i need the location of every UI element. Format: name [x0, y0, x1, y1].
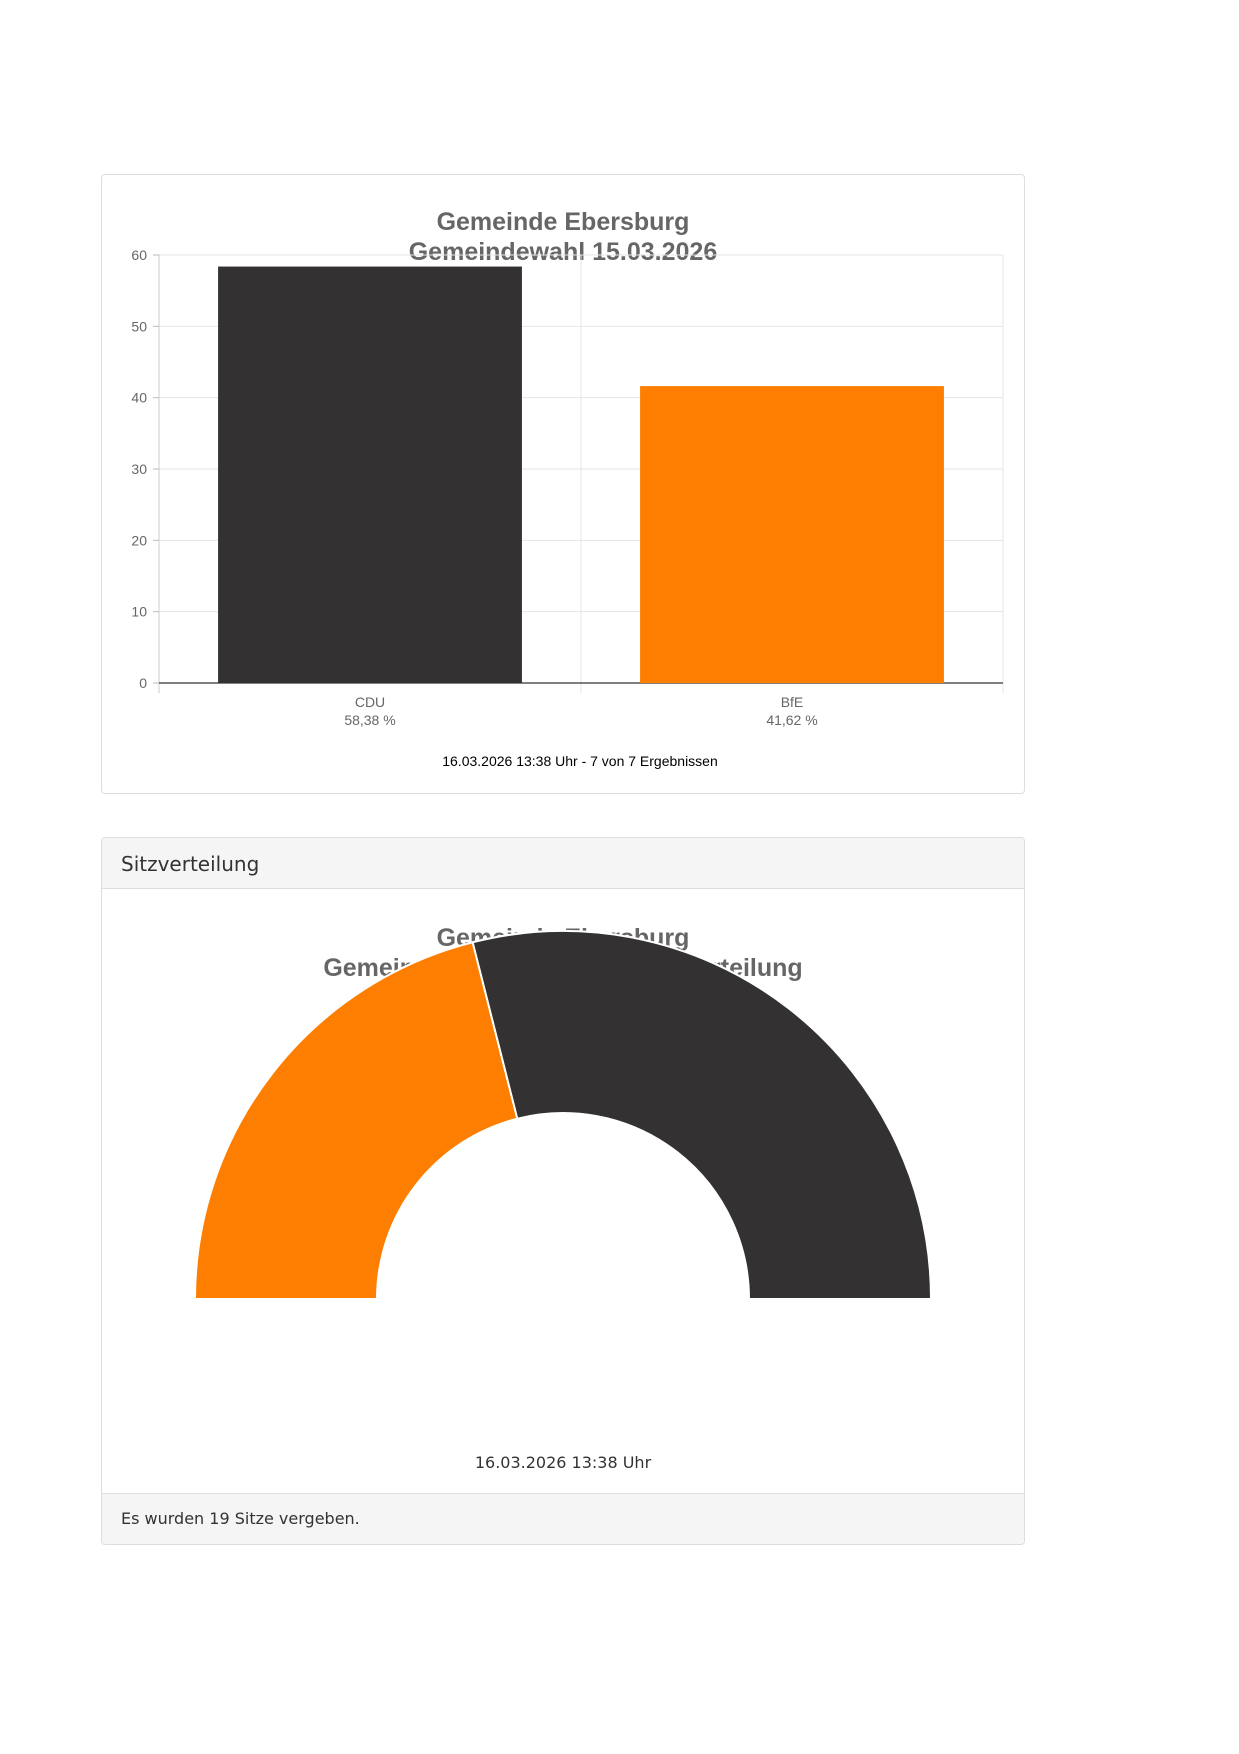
y-tick-label: 10	[131, 604, 147, 620]
x-value-label: 41,62 %	[766, 712, 817, 728]
bar-chart-title-line1: Gemeinde Ebersburg	[437, 208, 690, 236]
x-category-label: CDU	[355, 694, 385, 710]
votes-panel: Gemeinde Ebersburg Gemeindewahl 15.03.20…	[101, 174, 1025, 794]
seats-panel-footer: Es wurden 19 Sitze vergeben.	[102, 1493, 1024, 1544]
y-tick-label: 0	[139, 675, 147, 691]
seat-chart-footer: 16.03.2026 13:38 Uhr	[475, 1453, 652, 1472]
x-value-label: 58,38 %	[344, 712, 395, 728]
y-tick-label: 20	[131, 532, 147, 548]
seats-total-text: Es wurden 19 Sitze vergeben.	[121, 1509, 360, 1528]
bar-chart-footer: 16.03.2026 13:38 Uhr - 7 von 7 Ergebniss…	[442, 753, 718, 769]
bar-cdu[interactable]	[218, 266, 522, 683]
bar-bfe[interactable]	[640, 386, 944, 683]
seat-segment-cdu[interactable]	[471, 930, 933, 1300]
seat-chart: Gemeinde Ebersburg Gemeindewahl 15.03.20…	[193, 924, 933, 1472]
seats-panel: Sitzverteilung Gemeinde Ebersburg Gemein…	[101, 837, 1025, 1545]
seats-panel-title: Sitzverteilung	[121, 852, 260, 876]
y-tick-label: 30	[131, 461, 147, 477]
seats-panel-heading: Sitzverteilung	[102, 838, 1024, 889]
y-tick-label: 50	[131, 318, 147, 334]
x-category-label: BfE	[781, 694, 804, 710]
seat-segment-bfe[interactable]	[193, 941, 519, 1300]
bar-chart-title-line2: Gemeindewahl 15.03.2026	[409, 238, 718, 266]
y-tick-label: 60	[131, 247, 147, 263]
bar-chart: Gemeinde Ebersburg Gemeindewahl 15.03.20…	[131, 208, 1004, 769]
y-tick-label: 40	[131, 390, 147, 406]
